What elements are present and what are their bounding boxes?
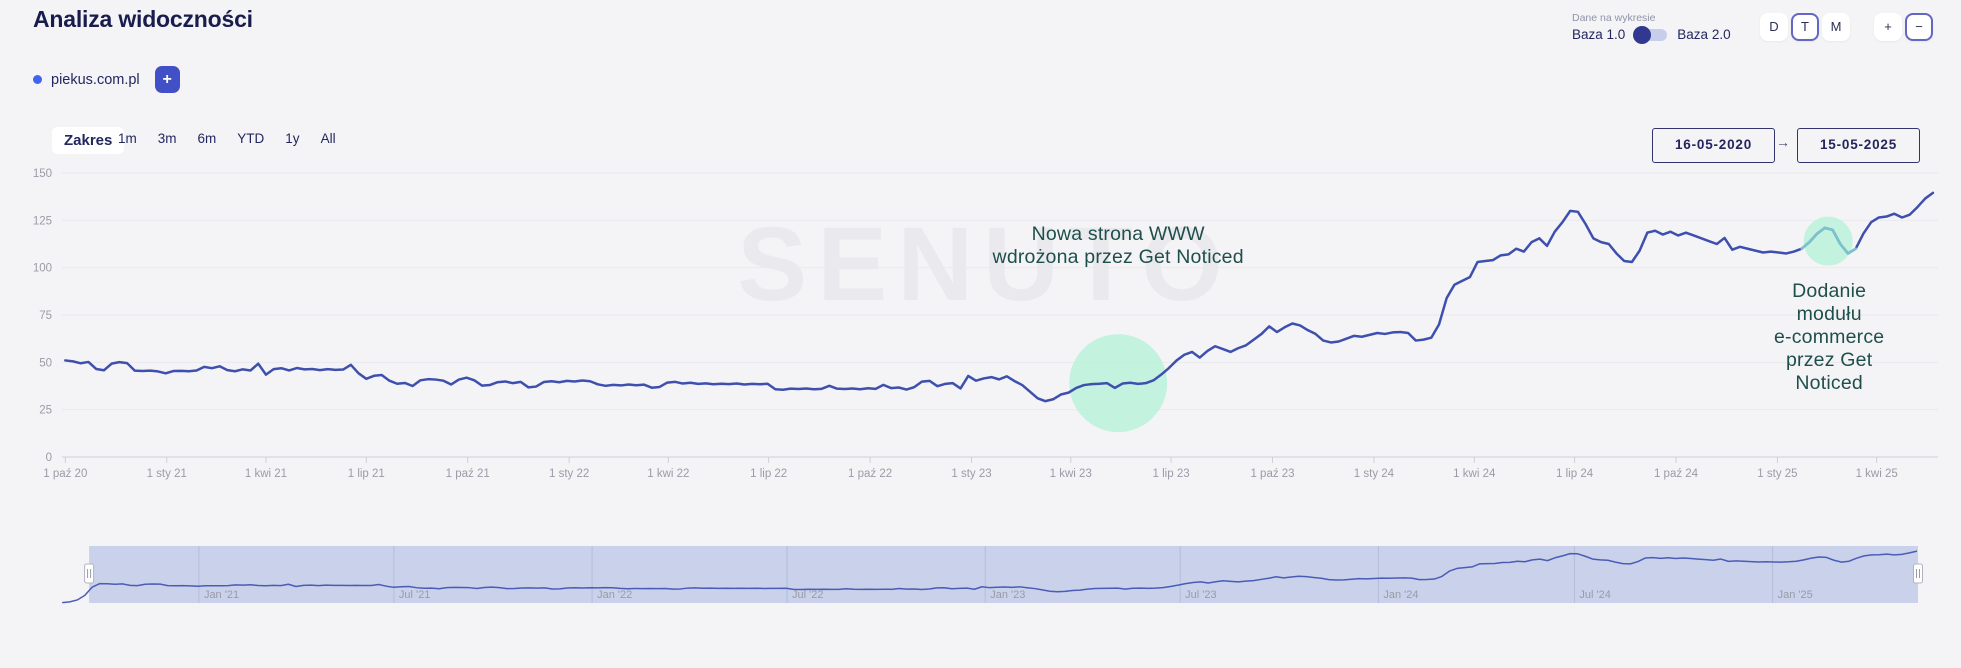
navigator-right-handle[interactable]	[1913, 563, 1923, 584]
granularity-button-group: D T M	[1760, 13, 1850, 41]
x-axis-label: 1 sty 22	[549, 468, 589, 480]
x-axis-label: 1 lip 22	[750, 468, 787, 480]
annotation-highlight-circle	[1803, 216, 1853, 266]
chart-data-toggle-group: Dane na wykresie Baza 1.0 Baza 2.0	[1572, 12, 1731, 44]
range-option-6m[interactable]: 6m	[197, 131, 217, 146]
annotation-new-website: Nowa strona WWW wdrożona przez Get Notic…	[992, 223, 1244, 269]
navigator-axis-label: Jul '22	[792, 589, 823, 601]
range-options: 1m 3m 6m YTD 1y All	[118, 131, 336, 146]
zoom-button-group: + −	[1874, 13, 1933, 41]
navigator-left-handle[interactable]	[84, 563, 95, 584]
range-option-all[interactable]: All	[320, 131, 336, 146]
highlighted-line-segment	[1800, 226, 1857, 255]
data-on-chart-label: Dane na wykresie	[1572, 12, 1656, 24]
range-label-chip: Zakres	[52, 127, 125, 154]
toggle-knob[interactable]	[1633, 25, 1652, 44]
handle-body[interactable]	[84, 563, 95, 584]
navigator-axis-label: Jan '23	[990, 589, 1025, 601]
range-option-1m[interactable]: 1m	[118, 131, 137, 146]
y-axis-label: 25	[39, 405, 52, 417]
baza-1-label[interactable]: Baza 1.0	[1572, 27, 1626, 42]
x-axis-label: 1 sty 21	[147, 468, 187, 480]
annotation-highlight-circle	[1069, 334, 1168, 433]
domain-row: piekus.com.pl +	[33, 66, 180, 93]
baza-2-label[interactable]: Baza 2.0	[1677, 27, 1731, 42]
x-axis-label: 1 sty 24	[1354, 468, 1395, 480]
y-axis-label: 50	[39, 357, 52, 369]
range-option-ytd[interactable]: YTD	[237, 131, 265, 146]
y-axis-label: 100	[33, 263, 52, 275]
x-axis-label: 1 paź 23	[1250, 468, 1294, 480]
domain-series-color-dot	[33, 75, 42, 84]
baza-toggle-switch[interactable]	[1633, 25, 1668, 44]
y-axis-label: 75	[39, 310, 52, 322]
visibility-line-series[interactable]	[64, 191, 1935, 403]
navigator-axis-label: Jul '21	[399, 589, 430, 601]
annotation-ecommerce-module: Dodanie modułu e-commerce przez Get Noti…	[1773, 279, 1885, 394]
zoom-in-button[interactable]: +	[1874, 13, 1902, 41]
x-axis-label: 1 paź 22	[848, 468, 892, 480]
y-axis-label: 125	[33, 215, 52, 227]
date-from-input[interactable]: 16-05-2020	[1652, 128, 1775, 163]
zoom-out-button[interactable]: −	[1905, 13, 1933, 41]
range-option-1y[interactable]: 1y	[285, 131, 300, 146]
x-axis-label: 1 lip 23	[1153, 468, 1190, 480]
x-axis-label: 1 sty 25	[1757, 468, 1797, 480]
x-axis-label: 1 kwi 21	[245, 468, 287, 480]
x-axis-label: 1 kwi 23	[1050, 468, 1092, 480]
date-range-arrow-icon: →	[1776, 134, 1790, 150]
navigator-axis-label: Jul '24	[1579, 589, 1610, 601]
range-option-3m[interactable]: 3m	[157, 131, 177, 146]
x-axis-label: 1 sty 23	[951, 468, 991, 480]
y-axis-label: 0	[46, 452, 52, 464]
x-axis-label: 1 kwi 25	[1856, 468, 1898, 480]
x-axis-label: 1 paź 21	[446, 468, 490, 480]
page-title: Analiza widoczności	[33, 6, 253, 32]
navigator-selected-range[interactable]	[89, 546, 1918, 603]
navigator-axis-label: Jan '24	[1383, 589, 1418, 601]
granularity-day-button[interactable]: D	[1760, 13, 1788, 41]
x-axis-label: 1 lip 21	[348, 468, 385, 480]
navigator-axis-label: Jan '22	[597, 589, 632, 601]
handle-body[interactable]	[1913, 563, 1923, 584]
senuto-watermark: SENUTO	[737, 206, 1233, 323]
granularity-month-button[interactable]: M	[1822, 13, 1850, 41]
navigator-axis-label: Jul '23	[1185, 589, 1216, 601]
navigator-line-series	[62, 550, 1918, 604]
domain-label: piekus.com.pl	[51, 71, 140, 88]
x-axis-label: 1 paź 20	[43, 468, 87, 480]
x-axis-label: 1 kwi 24	[1453, 468, 1496, 480]
date-to-input[interactable]: 15-05-2025	[1797, 128, 1920, 163]
add-domain-button[interactable]: +	[154, 66, 180, 93]
x-axis-label: 1 lip 24	[1556, 468, 1594, 480]
navigator-axis-label: Jan '21	[204, 589, 239, 601]
y-axis-label: 150	[33, 168, 52, 180]
x-axis-label: 1 kwi 22	[647, 468, 689, 480]
navigator-axis-label: Jan '25	[1778, 589, 1813, 601]
granularity-week-button[interactable]: T	[1791, 13, 1819, 41]
x-axis-label: 1 paź 24	[1654, 468, 1699, 480]
